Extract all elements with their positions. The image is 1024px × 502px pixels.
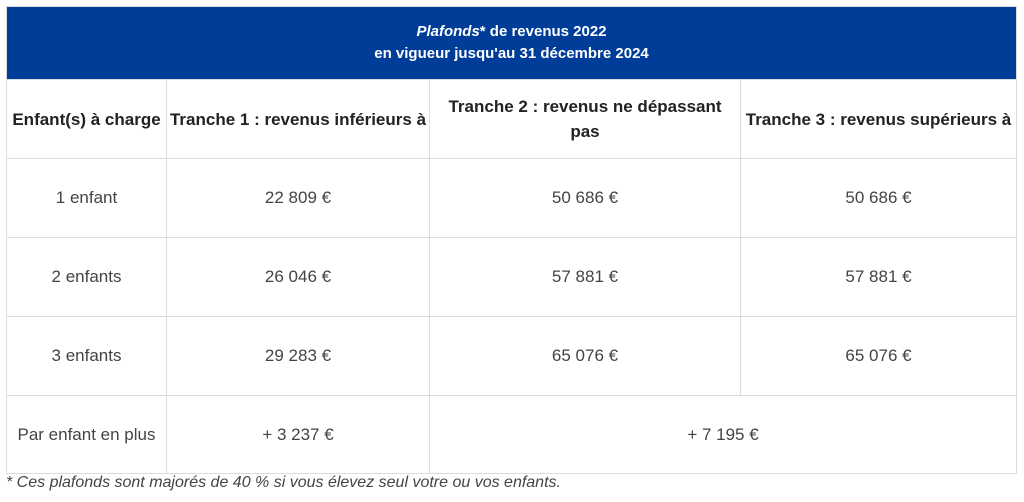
cell-tranche-2: 50 686 €: [429, 158, 741, 238]
cell-tranche-1: 26 046 €: [166, 237, 430, 317]
row-label: 2 enfants: [6, 237, 167, 317]
cell-tranche-2: 57 881 €: [429, 237, 741, 317]
cell-tranche-1: + 3 237 €: [166, 395, 430, 474]
cell-tranche-3: 50 686 €: [739, 158, 1018, 238]
header-children: Enfant(s) à charge: [6, 79, 167, 159]
cell-tranche-3: 57 881 €: [739, 237, 1018, 317]
table-row: 2 enfants 26 046 € 57 881 € 57 881 €: [6, 237, 1018, 317]
header-row: Enfant(s) à charge Tranche 1 : revenus i…: [6, 79, 1018, 159]
header-tranche-2: Tranche 2 : revenus ne dépassant pas: [429, 79, 741, 159]
table-row: 3 enfants 29 283 € 65 076 € 65 076 €: [6, 316, 1018, 396]
table-row: 1 enfant 22 809 € 50 686 € 50 686 €: [6, 158, 1018, 238]
cell-tranche-2: 65 076 €: [429, 316, 741, 396]
table-title-row: Plafonds* de revenus 2022 en vigueur jus…: [5, 6, 1018, 80]
title-line1-rest: * de revenus 2022: [479, 23, 607, 40]
row-label: 3 enfants: [6, 316, 167, 396]
cell-tranche-3: 65 076 €: [739, 316, 1018, 396]
header-tranche-3: Tranche 3 : revenus supérieurs à: [739, 79, 1018, 159]
table-row-extra-child: Par enfant en plus + 3 237 € + 7 195 €: [6, 395, 1018, 474]
income-ceilings-table: Plafonds* de revenus 2022 en vigueur jus…: [5, 6, 1018, 474]
table-title-line2: en vigueur jusqu'au 31 décembre 2024: [374, 45, 649, 62]
row-label: 1 enfant: [6, 158, 167, 238]
footnote: * Ces plafonds sont majorés de 40 % si v…: [6, 474, 561, 491]
header-tranche-1: Tranche 1 : revenus inférieurs à: [166, 79, 430, 159]
title-emphasis: Plafonds: [416, 23, 480, 40]
row-label: Par enfant en plus: [6, 395, 167, 474]
cell-tranche-1: 29 283 €: [166, 316, 430, 396]
table-title: Plafonds* de revenus 2022 en vigueur jus…: [5, 6, 1018, 80]
cell-tranche-1: 22 809 €: [166, 158, 430, 238]
cell-tranche-2-3: + 7 195 €: [428, 395, 1018, 474]
table-title-line1: Plafonds* de revenus 2022: [9, 21, 1014, 43]
